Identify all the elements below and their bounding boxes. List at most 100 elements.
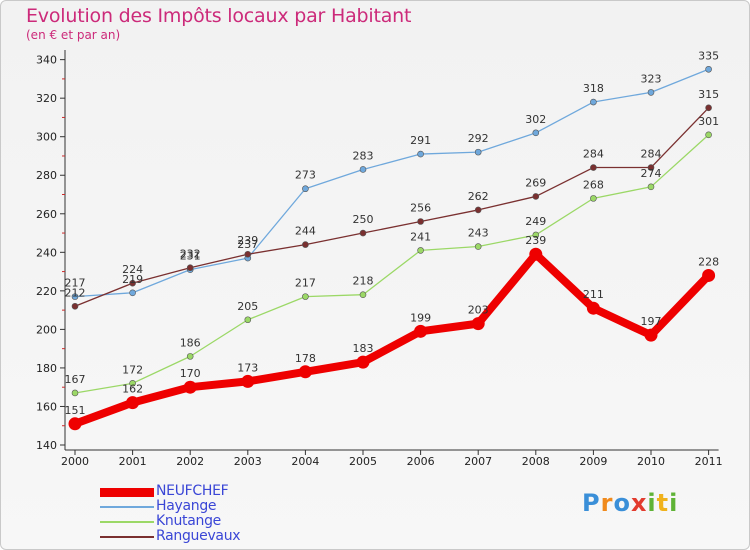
data-point-knutange bbox=[417, 247, 424, 254]
data-point-hayange bbox=[302, 185, 309, 193]
data-point-neufchef bbox=[529, 247, 543, 261]
data-label-hayange: 283 bbox=[353, 149, 374, 162]
data-label-ranguevaux: 262 bbox=[468, 190, 489, 203]
legend-label: Hayange bbox=[156, 498, 217, 514]
data-point-ranguevaux bbox=[186, 264, 194, 272]
data-label-neufchef: 199 bbox=[410, 311, 431, 324]
data-label-knutange: 218 bbox=[353, 275, 374, 288]
data-label-knutange: 205 bbox=[237, 300, 258, 313]
x-tick-label: 2005 bbox=[349, 455, 377, 468]
data-label-hayange: 335 bbox=[698, 49, 719, 62]
logo-letter: r bbox=[600, 489, 614, 517]
data-label-knutange: 301 bbox=[698, 115, 719, 128]
data-point-ranguevaux bbox=[474, 206, 482, 214]
y-tick-label: 160 bbox=[36, 400, 57, 413]
data-label-hayange: 302 bbox=[525, 113, 546, 126]
data-point-hayange bbox=[474, 148, 482, 156]
legend-label: Knutange bbox=[156, 513, 221, 529]
data-point-neufchef bbox=[356, 355, 370, 369]
data-point-ranguevaux bbox=[129, 279, 136, 287]
chart-title: Evolution des Impôts locaux par Habitant bbox=[26, 5, 412, 27]
data-label-knutange: 241 bbox=[410, 230, 431, 243]
data-label-hayange: 323 bbox=[641, 72, 662, 85]
data-label-ranguevaux: 224 bbox=[122, 263, 143, 276]
y-axis: 140 160 180 200 220 240 260 280 300 320 340 bbox=[36, 50, 66, 452]
data-label-knutange: 274 bbox=[641, 167, 662, 180]
y-tick-label: 280 bbox=[36, 169, 57, 182]
logo-letter: i bbox=[647, 489, 657, 517]
data-point-neufchef bbox=[241, 374, 255, 388]
data-label-ranguevaux: 256 bbox=[410, 201, 431, 214]
x-tick-label: 2000 bbox=[61, 455, 89, 468]
data-point-knutange bbox=[705, 131, 712, 139]
data-label-knutange: 167 bbox=[65, 373, 86, 386]
proxiti-logo: Proxiti bbox=[582, 489, 678, 517]
data-label-knutange: 243 bbox=[468, 227, 489, 240]
data-point-hayange bbox=[71, 293, 79, 300]
data-point-knutange bbox=[186, 353, 194, 360]
legend-swatch bbox=[100, 506, 154, 508]
series-line-knutange bbox=[74, 134, 710, 394]
legend-swatch bbox=[100, 521, 154, 523]
data-point-neufchef bbox=[414, 324, 428, 338]
x-tick-label: 2010 bbox=[637, 455, 665, 468]
data-point-neufchef bbox=[183, 380, 197, 394]
x-tick-label: 2002 bbox=[176, 455, 204, 468]
chart-subtitle: (en € et par an) bbox=[26, 28, 121, 42]
data-label-neufchef: 170 bbox=[180, 367, 201, 380]
x-tick-label: 2008 bbox=[522, 455, 550, 468]
data-point-ranguevaux bbox=[71, 302, 79, 310]
data-label-neufchef: 151 bbox=[65, 404, 86, 417]
data-point-hayange bbox=[590, 98, 597, 106]
y-tick-label: 180 bbox=[36, 362, 57, 375]
data-label-neufchef: 211 bbox=[583, 288, 604, 301]
data-label-ranguevaux: 284 bbox=[583, 148, 604, 161]
logo-letter: P bbox=[582, 489, 601, 517]
legend-label: NEUFCHEF bbox=[156, 483, 229, 499]
data-point-knutange bbox=[71, 389, 79, 397]
data-point-ranguevaux bbox=[417, 218, 424, 225]
data-point-neufchef bbox=[586, 301, 600, 315]
data-label-neufchef: 228 bbox=[698, 255, 719, 268]
legend-label: Ranguevaux bbox=[156, 528, 241, 544]
data-label-neufchef: 203 bbox=[468, 304, 489, 317]
data-point-knutange bbox=[129, 380, 136, 387]
data-point-ranguevaux bbox=[647, 164, 655, 171]
data-label-hayange: 292 bbox=[468, 132, 489, 145]
data-label-hayange: 219 bbox=[122, 273, 143, 286]
data-point-ranguevaux bbox=[705, 104, 712, 112]
data-label-ranguevaux: 250 bbox=[353, 213, 374, 226]
data-point-hayange bbox=[532, 129, 540, 137]
data-point-knutange bbox=[474, 243, 482, 250]
data-point-neufchef bbox=[702, 268, 716, 282]
data-point-hayange bbox=[647, 89, 655, 96]
data-point-knutange bbox=[302, 293, 309, 300]
data-point-hayange bbox=[417, 150, 424, 158]
data-point-ranguevaux bbox=[302, 241, 309, 248]
y-tick-label: 200 bbox=[36, 323, 57, 336]
data-point-neufchef bbox=[644, 328, 658, 342]
data-point-ranguevaux bbox=[590, 164, 597, 171]
series-lines bbox=[68, 65, 716, 431]
data-point-neufchef bbox=[126, 396, 140, 410]
y-tick-label: 140 bbox=[36, 439, 57, 452]
data-label-neufchef: 239 bbox=[525, 234, 546, 247]
y-tick-label: 300 bbox=[36, 131, 57, 144]
data-point-neufchef bbox=[471, 317, 485, 331]
data-label-ranguevaux: 244 bbox=[295, 225, 316, 238]
x-tick-label: 2011 bbox=[695, 455, 723, 468]
data-label-ranguevaux: 284 bbox=[641, 148, 662, 161]
data-label-neufchef: 197 bbox=[641, 315, 662, 328]
logo-letter: i bbox=[669, 489, 679, 517]
data-label-ranguevaux: 212 bbox=[65, 286, 86, 299]
y-tick-label: 340 bbox=[36, 54, 57, 67]
data-point-ranguevaux bbox=[359, 229, 367, 237]
logo-letter: t bbox=[656, 489, 670, 517]
data-label-neufchef: 173 bbox=[237, 361, 258, 374]
series-line-hayange bbox=[74, 68, 709, 298]
logo-letter: o bbox=[613, 489, 631, 517]
series-line-neufchef bbox=[73, 250, 712, 428]
data-point-hayange bbox=[359, 166, 367, 173]
